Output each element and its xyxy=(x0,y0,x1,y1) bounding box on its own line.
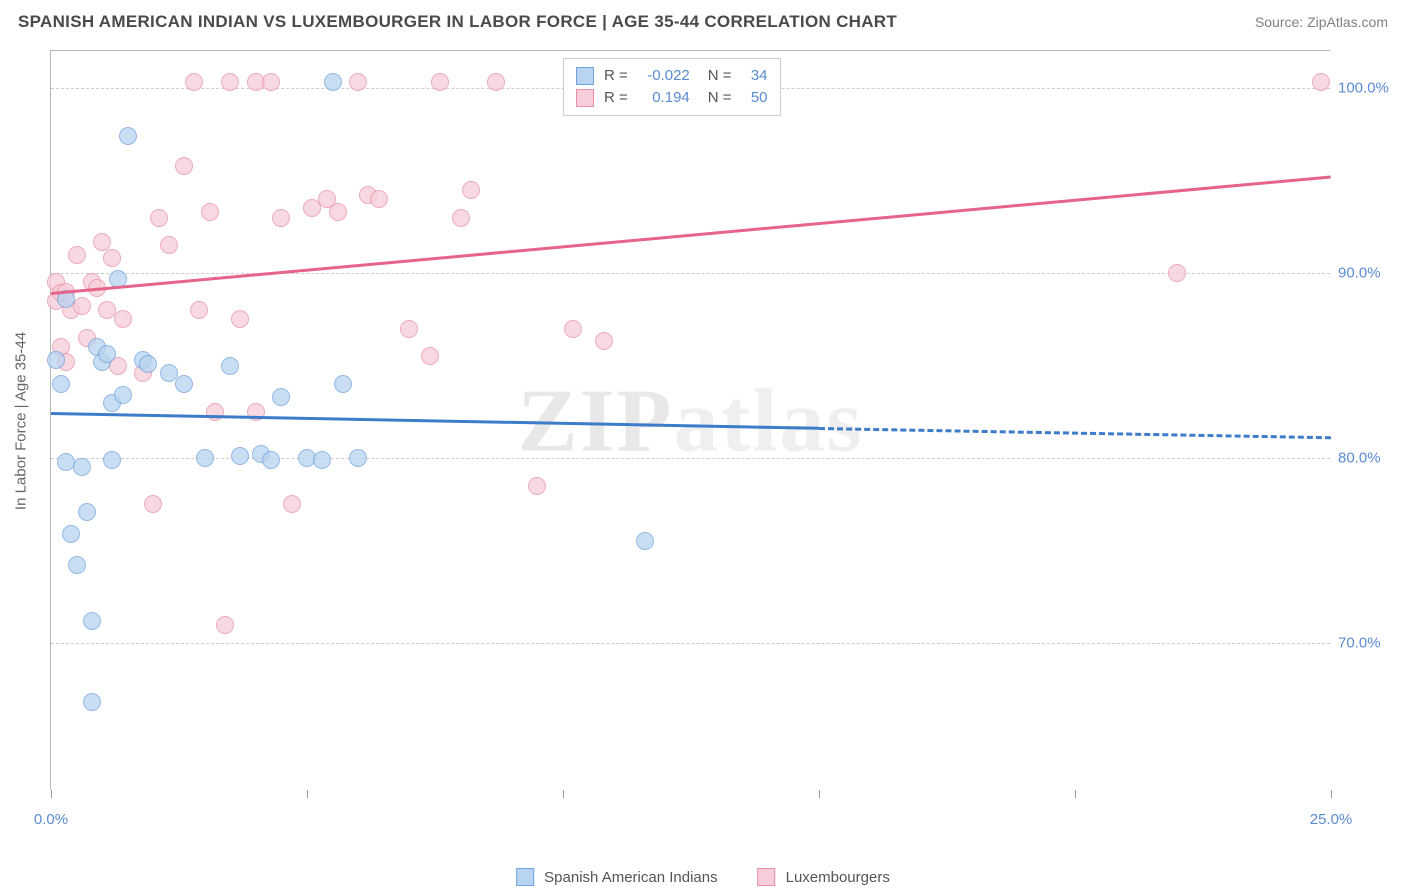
y-axis-label: In Labor Force | Age 35-44 xyxy=(13,331,30,509)
trend-line-sai xyxy=(51,412,819,430)
legend-label-sai: Spanish American Indians xyxy=(544,869,717,886)
data-point-lux xyxy=(160,236,178,254)
data-point-lux xyxy=(93,233,111,251)
stat-n-value-lux: 50 xyxy=(740,87,768,109)
data-point-lux xyxy=(400,320,418,338)
bottom-legend: Spanish American Indians Luxembourgers xyxy=(516,868,890,886)
data-point-sai xyxy=(221,357,239,375)
data-point-lux xyxy=(595,332,613,350)
data-point-sai xyxy=(175,375,193,393)
data-point-lux xyxy=(452,209,470,227)
data-point-lux xyxy=(185,73,203,91)
stats-row-lux: R = 0.194 N = 50 xyxy=(576,87,768,109)
x-tick-mark xyxy=(51,790,52,798)
data-point-sai xyxy=(83,612,101,630)
stats-legend-box: R = -0.022 N = 34 R = 0.194 N = 50 xyxy=(563,58,781,116)
stat-n-value-sai: 34 xyxy=(740,65,768,87)
data-point-sai xyxy=(47,351,65,369)
data-point-sai xyxy=(231,447,249,465)
data-point-lux xyxy=(103,249,121,267)
swatch-lux xyxy=(576,89,594,107)
data-point-lux xyxy=(283,495,301,513)
x-tick-label: 0.0% xyxy=(34,811,68,828)
chart-title: SPANISH AMERICAN INDIAN VS LUXEMBOURGER … xyxy=(18,12,897,32)
data-point-sai xyxy=(98,345,116,363)
trend-line-sai-dashed xyxy=(819,427,1331,439)
data-point-sai xyxy=(73,458,91,476)
source-attribution: Source: ZipAtlas.com xyxy=(1255,14,1388,30)
y-tick-label: 100.0% xyxy=(1338,80,1388,97)
chart-area: ZIPatlas In Labor Force | Age 35-44 70.0… xyxy=(50,50,1330,790)
data-point-lux xyxy=(487,73,505,91)
y-tick-label: 90.0% xyxy=(1338,265,1388,282)
legend-swatch-sai xyxy=(516,868,534,886)
data-point-lux xyxy=(201,203,219,221)
data-point-lux xyxy=(175,157,193,175)
legend-item-sai: Spanish American Indians xyxy=(516,868,717,886)
data-point-lux xyxy=(564,320,582,338)
data-point-lux xyxy=(431,73,449,91)
data-point-lux xyxy=(221,73,239,91)
data-point-sai xyxy=(313,451,331,469)
data-point-sai xyxy=(62,525,80,543)
data-point-sai xyxy=(139,355,157,373)
stat-r-value-sai: -0.022 xyxy=(636,65,690,87)
data-point-sai xyxy=(68,556,86,574)
data-point-sai xyxy=(272,388,290,406)
data-point-lux xyxy=(528,477,546,495)
x-tick-mark xyxy=(819,790,820,798)
data-point-sai xyxy=(636,532,654,550)
x-tick-mark xyxy=(563,790,564,798)
x-tick-mark xyxy=(1075,790,1076,798)
stat-n-label: N = xyxy=(708,87,732,109)
data-point-lux xyxy=(68,246,86,264)
stats-row-sai: R = -0.022 N = 34 xyxy=(576,65,768,87)
legend-swatch-lux xyxy=(758,868,776,886)
stat-r-value-lux: 0.194 xyxy=(636,87,690,109)
data-point-lux xyxy=(144,495,162,513)
data-point-sai xyxy=(52,375,70,393)
data-point-sai xyxy=(334,375,352,393)
stat-n-label: N = xyxy=(708,65,732,87)
data-point-lux xyxy=(462,181,480,199)
data-point-lux xyxy=(370,190,388,208)
legend-label-lux: Luxembourgers xyxy=(786,869,890,886)
swatch-sai xyxy=(576,67,594,85)
data-point-sai xyxy=(262,451,280,469)
y-tick-label: 80.0% xyxy=(1338,450,1388,467)
data-point-lux xyxy=(190,301,208,319)
data-point-lux xyxy=(1312,73,1330,91)
y-tick-label: 70.0% xyxy=(1338,635,1388,652)
data-point-lux xyxy=(421,347,439,365)
x-tick-label: 25.0% xyxy=(1310,811,1353,828)
data-point-sai xyxy=(114,386,132,404)
data-point-sai xyxy=(83,693,101,711)
data-point-lux xyxy=(150,209,168,227)
data-point-lux xyxy=(262,73,280,91)
data-point-lux xyxy=(216,616,234,634)
data-point-lux xyxy=(329,203,347,221)
data-point-sai xyxy=(119,127,137,145)
data-point-sai xyxy=(103,451,121,469)
data-point-lux xyxy=(349,73,367,91)
gridline-h xyxy=(51,643,1330,644)
legend-item-lux: Luxembourgers xyxy=(758,868,890,886)
data-point-sai xyxy=(324,73,342,91)
data-point-lux xyxy=(114,310,132,328)
data-point-lux xyxy=(73,297,91,315)
x-tick-mark xyxy=(307,790,308,798)
stat-r-label: R = xyxy=(604,87,628,109)
data-point-sai xyxy=(349,449,367,467)
plot-region: 70.0%80.0%90.0%100.0%0.0%25.0% xyxy=(51,51,1330,790)
data-point-lux xyxy=(231,310,249,328)
x-tick-mark xyxy=(1331,790,1332,798)
data-point-sai xyxy=(78,503,96,521)
data-point-lux xyxy=(1168,264,1186,282)
trend-line-lux xyxy=(51,175,1331,295)
data-point-lux xyxy=(272,209,290,227)
data-point-sai xyxy=(196,449,214,467)
stat-r-label: R = xyxy=(604,65,628,87)
